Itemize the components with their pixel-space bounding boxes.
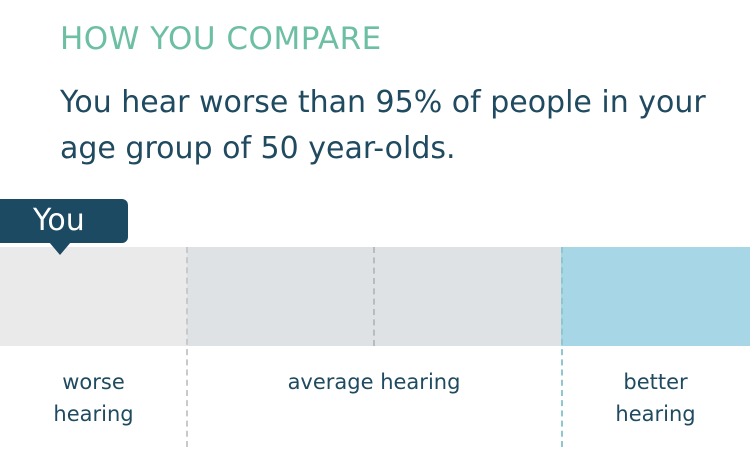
label-better-line2: hearing: [615, 402, 696, 426]
label-worse-hearing: worse hearing: [0, 366, 187, 430]
you-marker: You: [0, 199, 128, 255]
scale-segment-worse: [0, 247, 187, 346]
scale-divider-median: [373, 247, 375, 346]
label-worse-line1: worse: [62, 370, 125, 394]
comparison-summary: You hear worse than 95% of people in you…: [60, 85, 706, 166]
label-worse-line2: hearing: [53, 402, 134, 426]
you-marker-label: You: [33, 203, 85, 238]
scale-segment-better: [561, 247, 750, 346]
scale-divider-right: [561, 247, 563, 447]
you-marker-pointer: [49, 242, 71, 255]
label-average-hearing: average hearing: [187, 366, 561, 398]
section-heading: HOW YOU COMPARE: [60, 21, 382, 57]
label-better-line1: better: [623, 370, 688, 394]
label-average-line1: average hearing: [287, 370, 461, 394]
label-better-hearing: better hearing: [561, 366, 750, 430]
scale-divider-left: [186, 247, 188, 447]
